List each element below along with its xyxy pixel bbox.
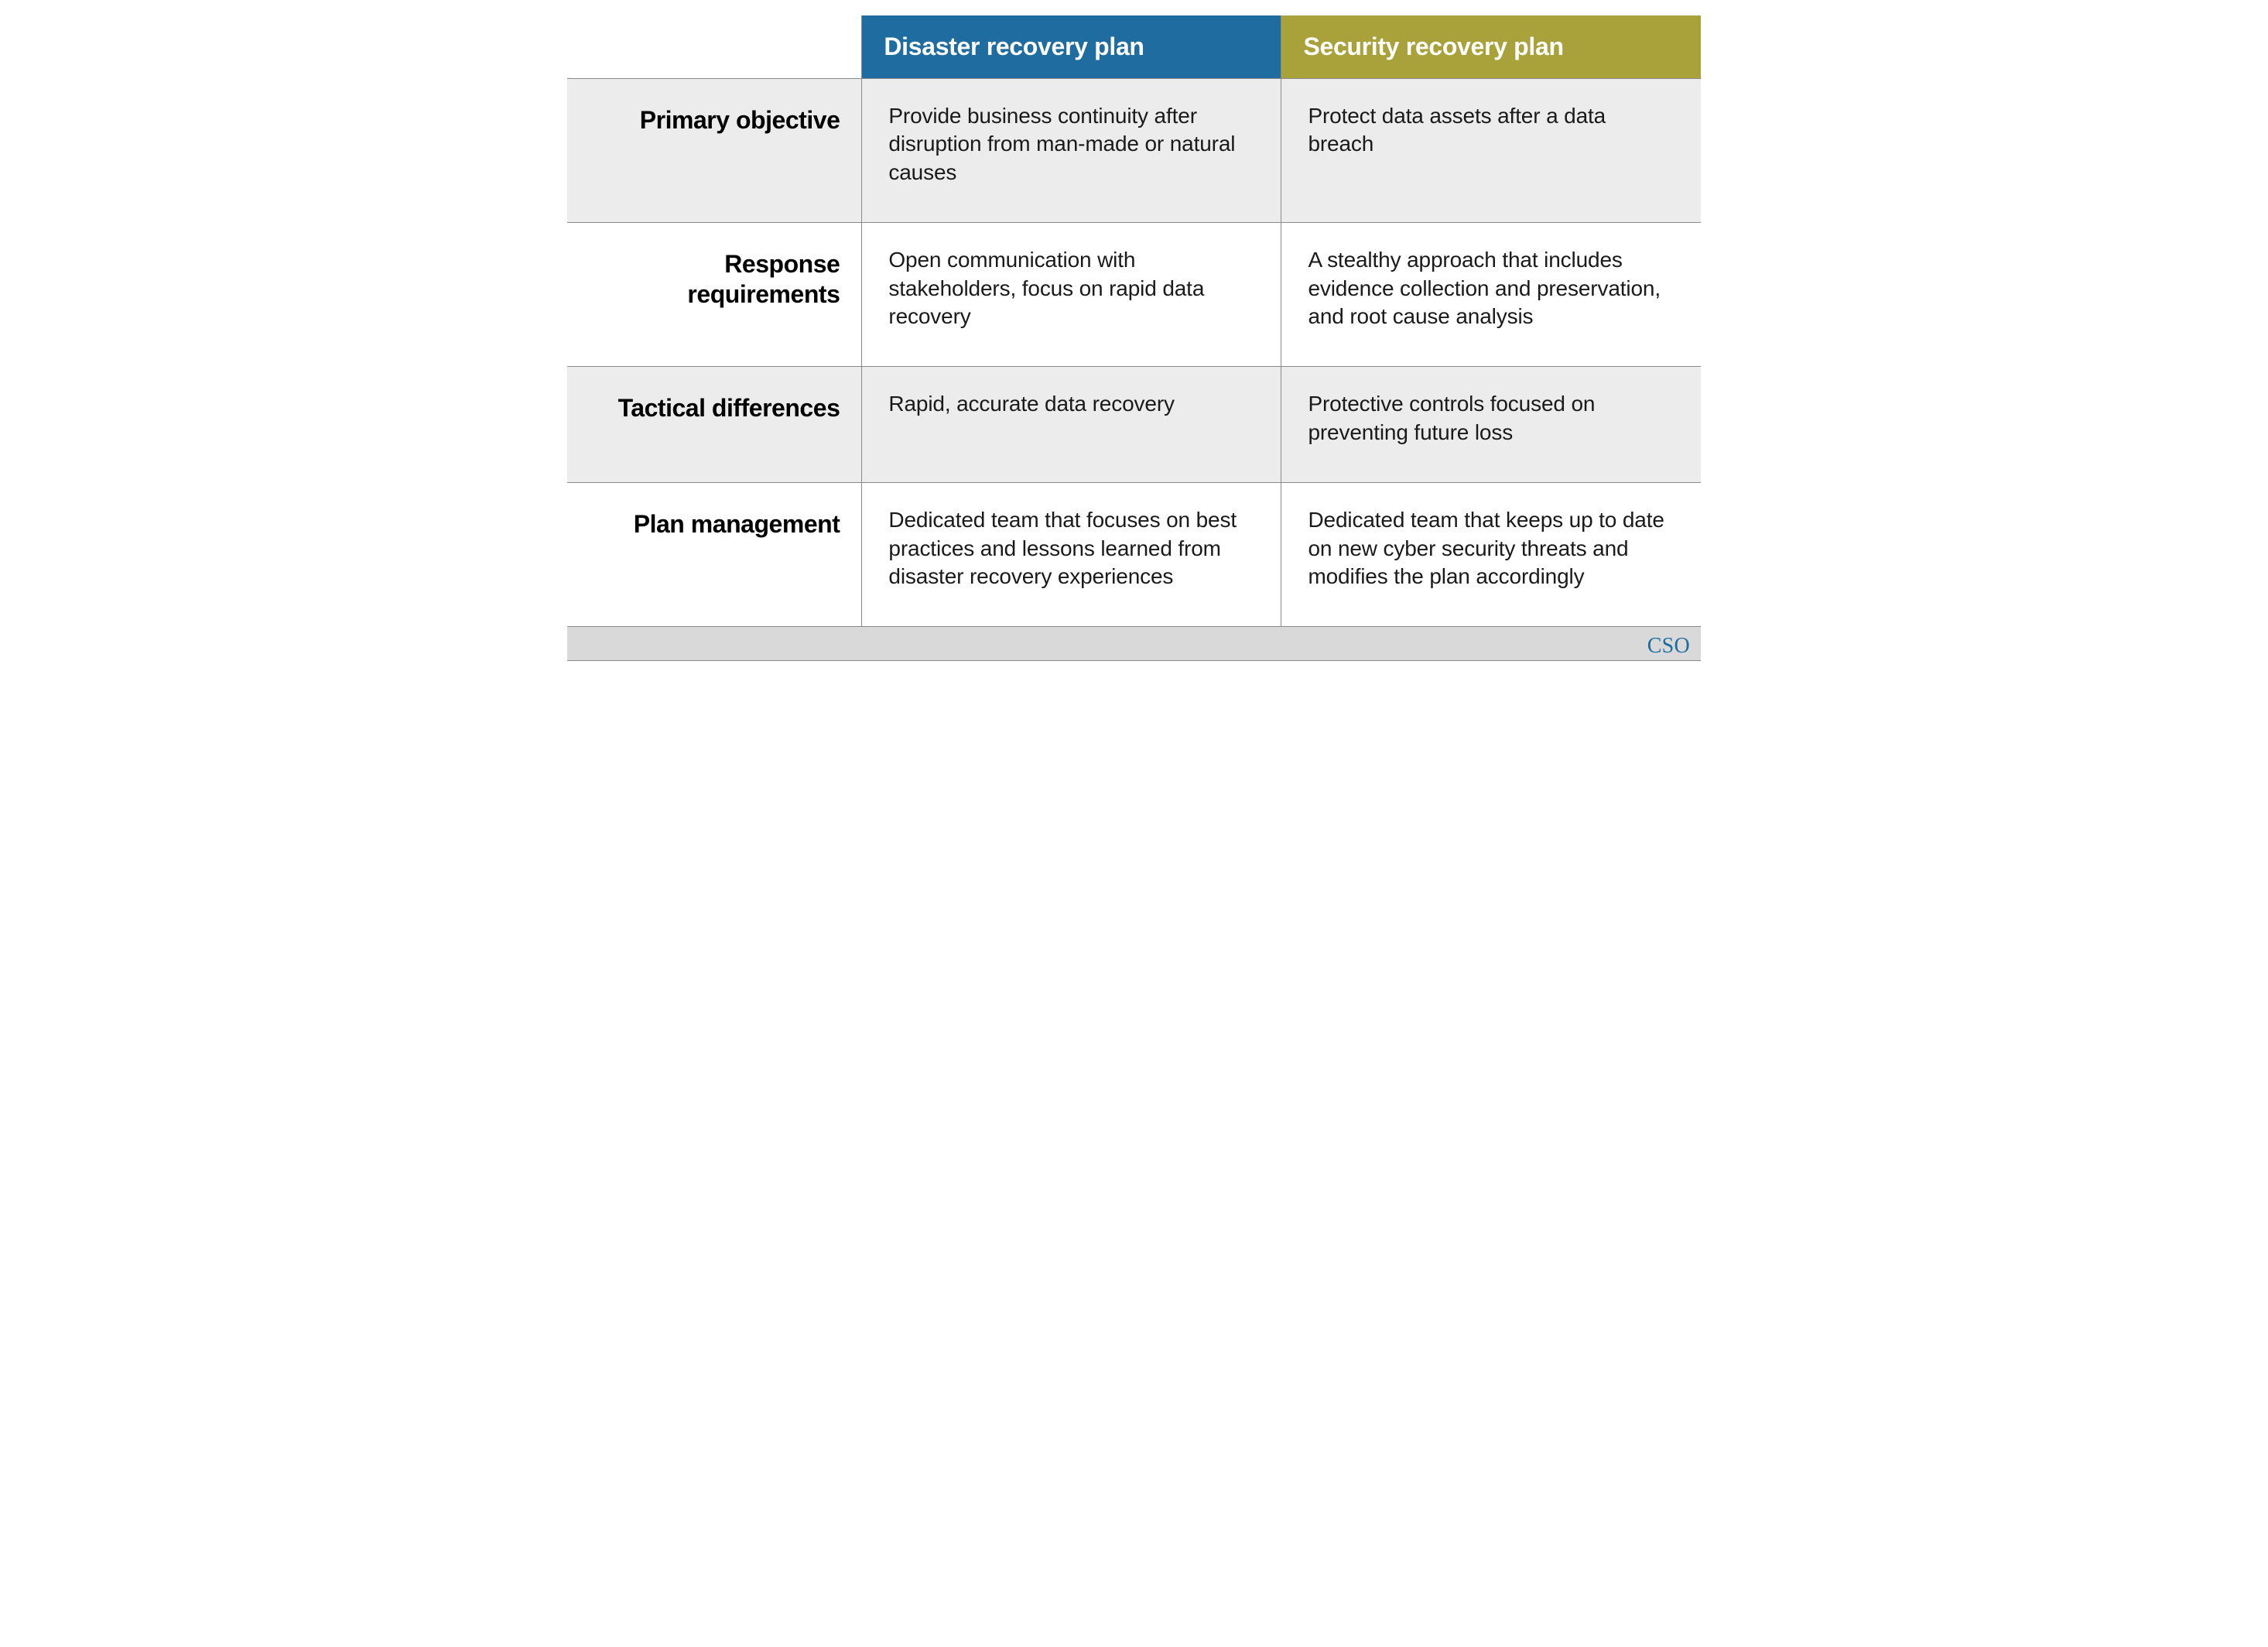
cell-plan-management-disaster: Dedicated team that focuses on best prac…	[862, 483, 1281, 627]
row-header-plan-management: Plan management	[567, 483, 862, 627]
table-row: Response requirements Open communication…	[567, 223, 1701, 367]
row-header-response-requirements: Response requirements	[567, 223, 862, 367]
table-header-row: Disaster recovery plan Security recovery…	[567, 15, 1701, 79]
cell-primary-objective-security: Protect data assets after a data breach	[1281, 79, 1701, 223]
table-row: Tactical differences Rapid, accurate dat…	[567, 367, 1701, 483]
footer-bar: CSO	[567, 627, 1701, 661]
comparison-table: Disaster recovery plan Security recovery…	[567, 15, 1701, 627]
cell-response-requirements-security: A stealthy approach that includes eviden…	[1281, 223, 1701, 367]
empty-corner-cell	[567, 15, 862, 79]
cell-primary-objective-disaster: Provide business continuity after disrup…	[862, 79, 1281, 223]
cell-plan-management-security: Dedicated team that keeps up to date on …	[1281, 483, 1701, 627]
table-row: Primary objective Provide business conti…	[567, 79, 1701, 223]
table-row: Plan management Dedicated team that focu…	[567, 483, 1701, 627]
column-header-disaster: Disaster recovery plan	[862, 15, 1281, 79]
cell-tactical-differences-security: Protective controls focused on preventin…	[1281, 367, 1701, 483]
brand-logo-cso: CSO	[1647, 634, 1690, 659]
cell-tactical-differences-disaster: Rapid, accurate data recovery	[862, 367, 1281, 483]
cell-response-requirements-disaster: Open communication with stakeholders, fo…	[862, 223, 1281, 367]
row-header-tactical-differences: Tactical differences	[567, 367, 862, 483]
column-header-security: Security recovery plan	[1281, 15, 1701, 79]
row-header-primary-objective: Primary objective	[567, 79, 862, 223]
